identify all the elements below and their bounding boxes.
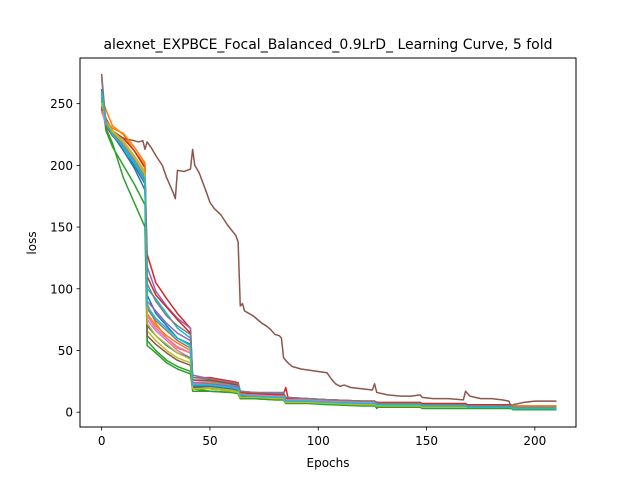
y-tick-label: 250 — [50, 97, 73, 111]
x-tick-label: 100 — [307, 434, 330, 448]
x-tick-label: 200 — [523, 434, 546, 448]
x-tick-label: 150 — [415, 434, 438, 448]
y-axis-ticks: 0 50 100 150 200 250 — [50, 97, 80, 420]
series-line-4 — [100, 109, 557, 407]
y-tick-label: 200 — [50, 159, 73, 173]
x-axis-ticks: 0 50 100 150 200 — [98, 427, 546, 448]
y-axis-title: loss — [25, 231, 39, 254]
y-tick-label: 100 — [50, 282, 73, 296]
chart-title: alexnet_EXPBCE_Focal_Balanced_0.9LrD_ Le… — [103, 37, 552, 53]
y-tick-label: 50 — [58, 344, 73, 358]
plot-frame — [79, 57, 577, 428]
y-tick-label: 0 — [65, 406, 73, 420]
x-tick-label: 50 — [202, 434, 217, 448]
series-line-6 — [100, 105, 557, 407]
series-layer — [100, 73, 557, 411]
series-line-20 — [100, 92, 557, 410]
x-tick-label: 0 — [98, 434, 106, 448]
y-tick-label: 150 — [50, 221, 73, 235]
x-axis-title: Epochs — [307, 456, 350, 470]
